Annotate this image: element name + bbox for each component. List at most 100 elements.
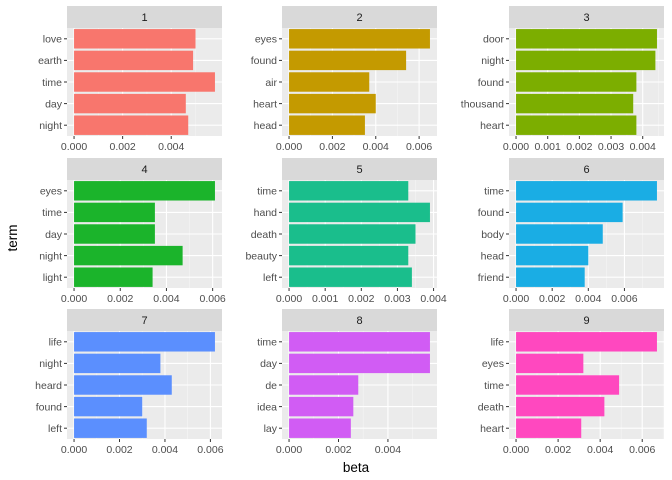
y-tick-label: door: [483, 34, 505, 46]
bar-time: [289, 181, 409, 201]
x-tick-label: 0.004: [630, 141, 656, 153]
bar-time: [74, 202, 155, 223]
bar-heart: [516, 418, 582, 438]
bar-night: [516, 50, 656, 71]
bar-day: [289, 353, 430, 374]
bar-found: [289, 50, 407, 71]
x-tick-label: 0.004: [375, 444, 401, 456]
y-tick-label: day: [260, 358, 278, 370]
bar-time: [289, 332, 430, 352]
x-tick-label: 0.000: [61, 293, 87, 305]
bar-earth: [74, 50, 194, 71]
bar-heart: [516, 115, 637, 135]
x-tick-label: 0.000: [503, 444, 529, 456]
bar-light: [74, 267, 153, 287]
x-tick-label: 0.002: [348, 293, 374, 305]
x-tick-label: 0.006: [197, 444, 223, 456]
panel-strip: [67, 158, 222, 180]
y-tick-label: idea: [257, 401, 277, 413]
y-tick-label: found: [478, 77, 504, 89]
panel-9: 9 life eyes time death heart 0.000 0.002 0.004 0.…: [478, 309, 664, 456]
bar-time: [74, 72, 215, 92]
y-tick-label: found: [251, 55, 277, 67]
y-tick-label: night: [39, 358, 62, 370]
panel-strip-label: 6: [583, 164, 589, 176]
y-tick-label: death: [251, 229, 277, 241]
x-tick-label: 0.003: [384, 293, 410, 305]
x-tick-label: 0.006: [200, 293, 226, 305]
x-tick-label: 0.002: [106, 444, 132, 456]
x-tick-label: 0.004: [420, 293, 446, 305]
panel-strip: [509, 158, 664, 180]
y-tick-label: eyes: [482, 358, 504, 370]
x-tick-label: 0.000: [276, 141, 302, 153]
panel-3: 3 door night found thousand heart 0.000 0.001 0.…: [461, 6, 664, 153]
y-tick-label: time: [42, 77, 62, 89]
bar-left: [289, 267, 412, 287]
x-tick-label: 0.000: [503, 141, 529, 153]
bar-beauty: [289, 245, 409, 266]
bar-love: [74, 29, 196, 49]
x-tick-label: 0.004: [363, 141, 389, 153]
y-tick-label: life: [49, 337, 63, 349]
y-tick-label: lay: [264, 423, 278, 435]
panel-strip: [67, 309, 222, 331]
x-tick-label: 0.000: [61, 141, 87, 153]
bar-day: [74, 93, 186, 114]
y-tick-label: friend: [478, 272, 504, 284]
y-tick-label: time: [484, 380, 504, 392]
x-tick-label: 0.006: [629, 444, 655, 456]
panel-strip: [282, 6, 437, 28]
panel-5: 5 time hand death beauty left 0.000 0.001 0.002 0…: [245, 158, 447, 305]
y-tick-label: heart: [253, 98, 277, 110]
bar-eyes: [516, 353, 584, 374]
bar-time: [516, 181, 657, 201]
x-tick-label: 0.004: [153, 293, 179, 305]
panel-strip: [282, 309, 437, 331]
y-tick-label: head: [481, 250, 505, 262]
y-tick-label: found: [36, 401, 62, 413]
bar-lay: [289, 418, 351, 438]
y-tick-label: beauty: [245, 250, 277, 262]
y-tick-label: time: [484, 186, 504, 198]
y-tick-label: left: [48, 423, 62, 435]
x-tick-label: 0.004: [575, 293, 601, 305]
panel-strip-label: 4: [141, 164, 147, 176]
x-tick-label: 0.002: [566, 141, 592, 153]
y-tick-label: day: [45, 98, 63, 110]
y-tick-label: eyes: [40, 186, 62, 198]
y-tick-label: time: [257, 186, 277, 198]
bar-found: [74, 396, 143, 417]
panel-4: 4 eyes time day night light 0.000 0.002 0.004 0.0…: [39, 158, 226, 305]
bar-life: [516, 332, 657, 352]
bar-night: [74, 115, 189, 135]
x-tick-label: 0.002: [107, 293, 133, 305]
x-tick-label: 0.002: [539, 293, 565, 305]
y-tick-label: hand: [254, 207, 278, 219]
bar-day: [74, 224, 155, 244]
y-tick-label: night: [39, 120, 62, 132]
panel-strip-label: 2: [356, 12, 362, 24]
bar-eyes: [289, 29, 430, 49]
y-tick-label: night: [39, 250, 62, 262]
y-tick-label: found: [478, 207, 504, 219]
y-tick-label: time: [257, 337, 277, 349]
x-tick-label: 0.004: [587, 444, 613, 456]
bar-night: [74, 245, 183, 266]
y-tick-label: life: [491, 337, 505, 349]
x-axis-title: beta: [343, 460, 370, 475]
y-tick-label: time: [42, 207, 62, 219]
y-tick-label: heart: [480, 423, 504, 435]
bar-left: [74, 418, 147, 438]
panel-strip-label: 1: [141, 12, 147, 24]
y-tick-label: de: [265, 380, 277, 392]
y-tick-label: left: [263, 272, 277, 284]
bar-body: [516, 224, 603, 244]
bar-thousand: [516, 93, 634, 114]
panel-strip-label: 9: [583, 315, 589, 327]
x-tick-label: 0.004: [152, 444, 178, 456]
bar-found: [516, 202, 623, 223]
y-tick-label: day: [45, 229, 63, 241]
bar-night: [74, 353, 161, 374]
